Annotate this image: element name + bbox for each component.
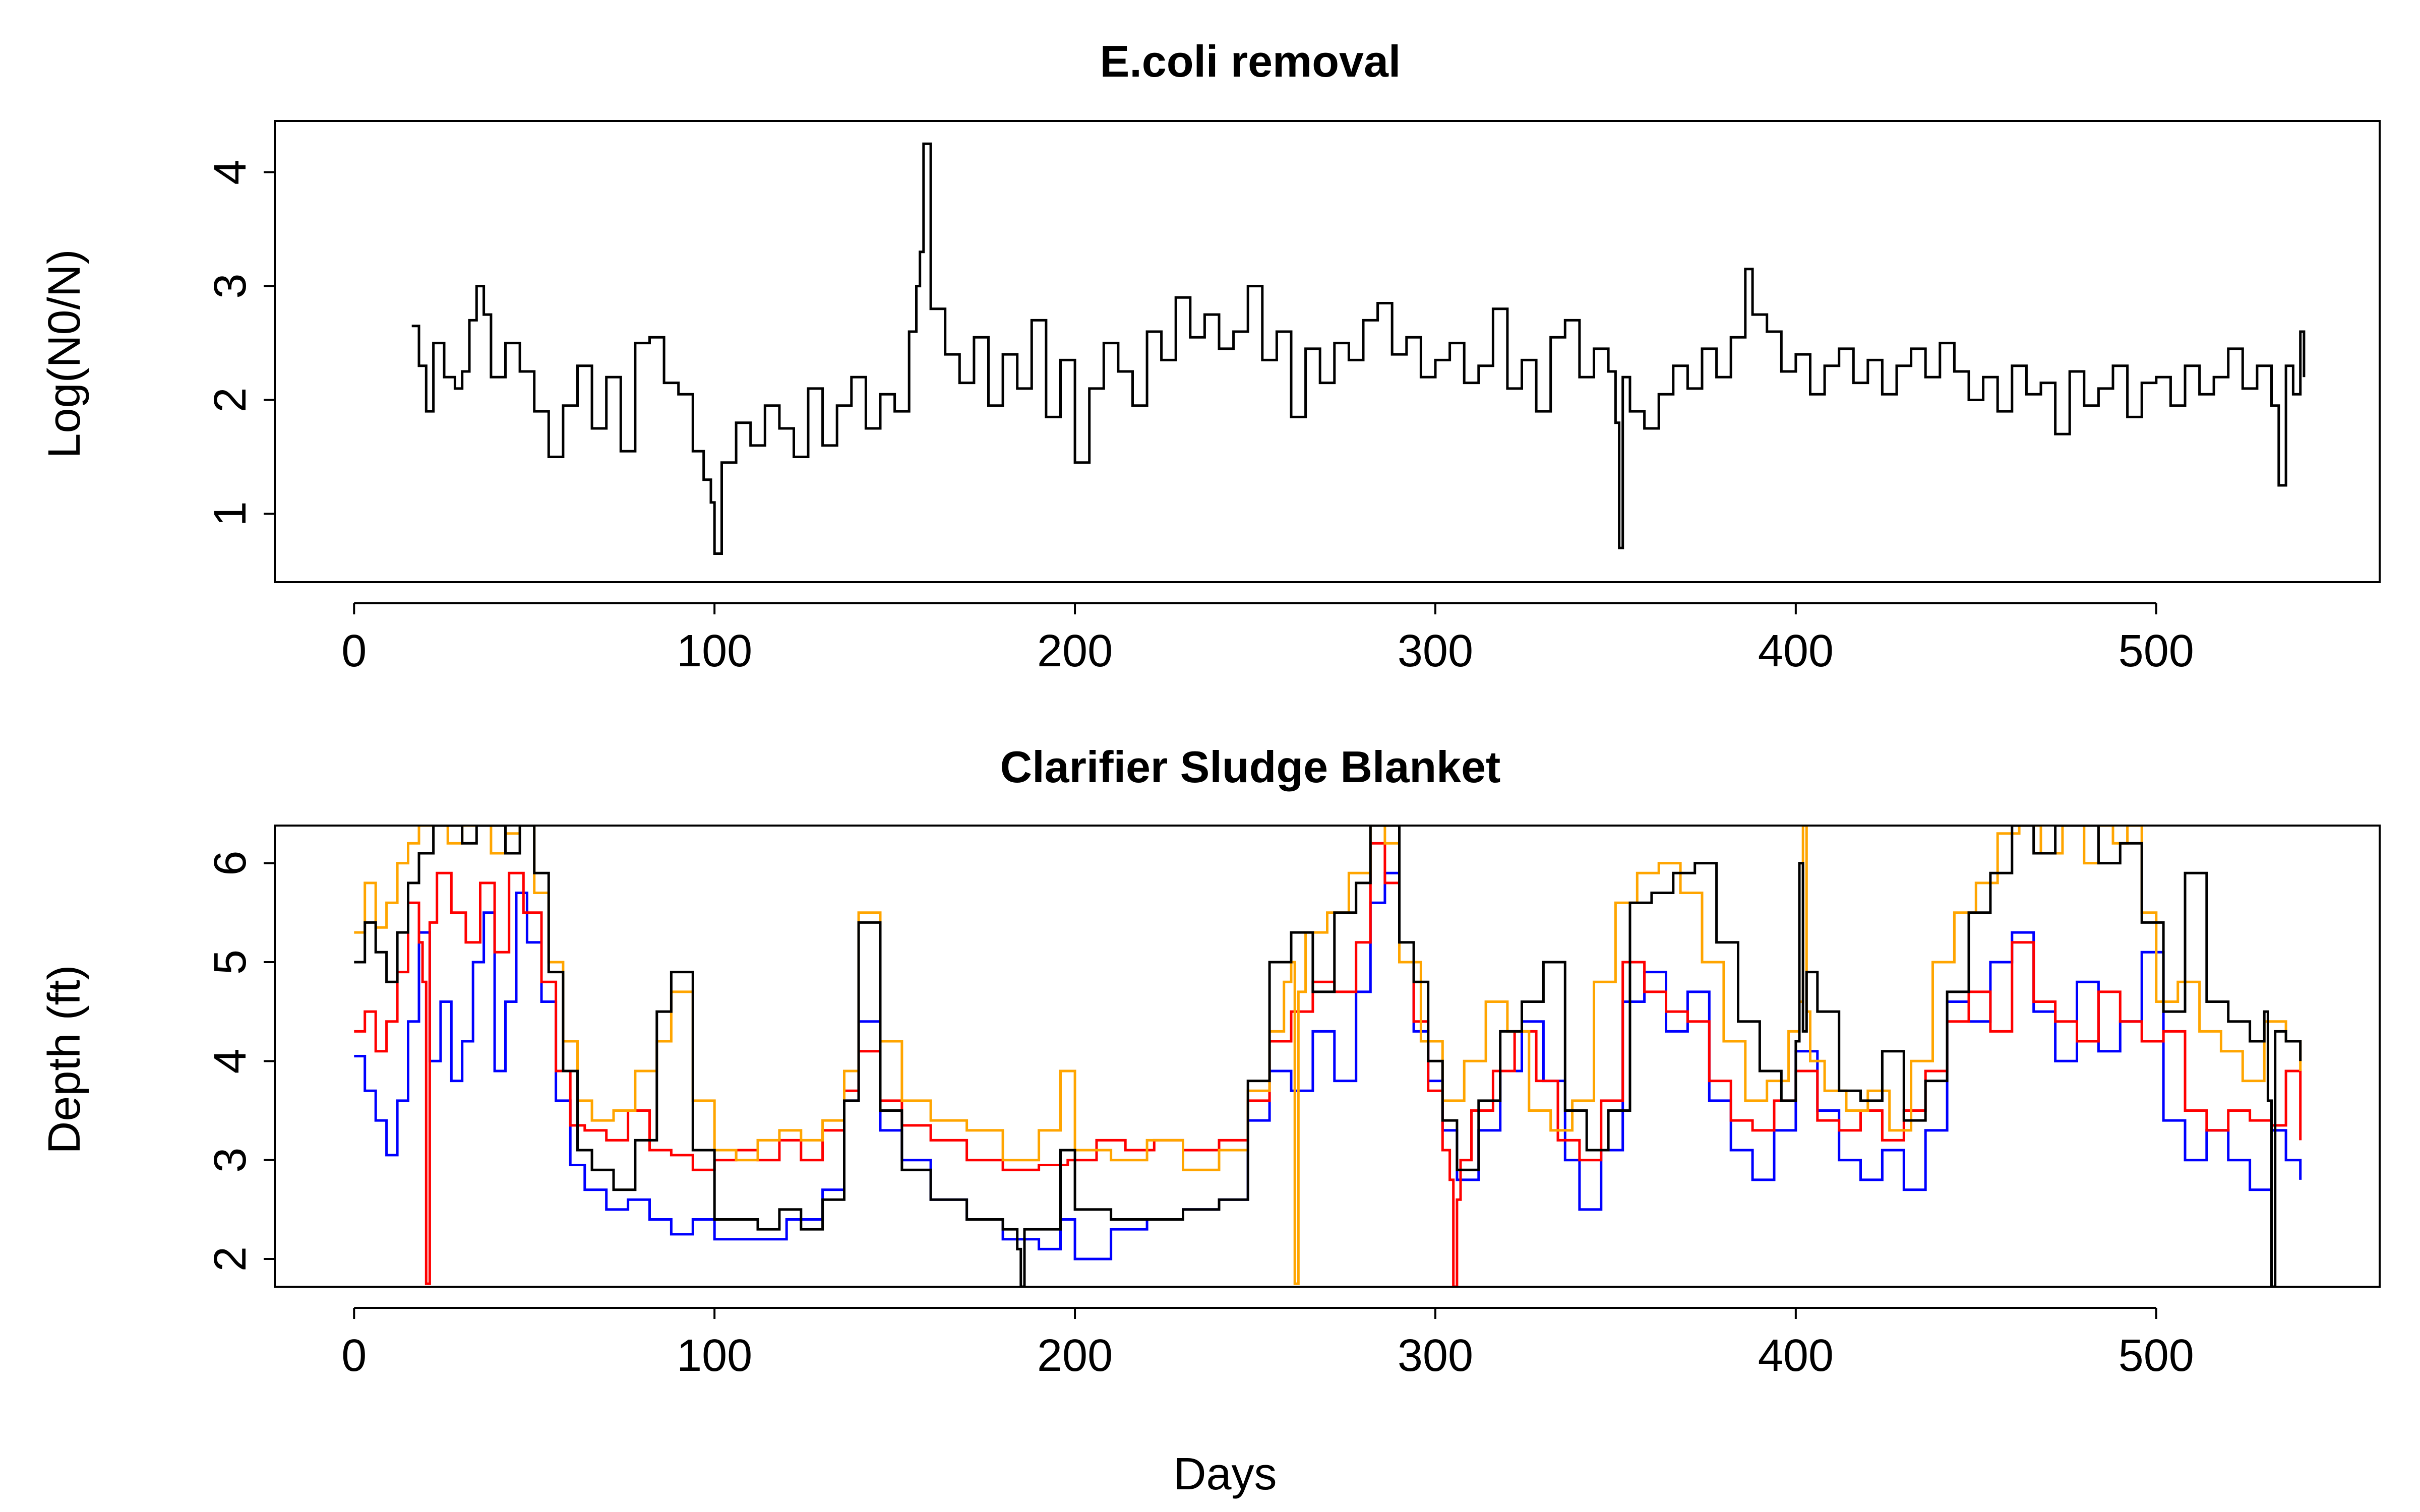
x-tick-label: 300 xyxy=(1398,626,1473,676)
series-group xyxy=(354,826,2302,1287)
axes-group: 0 100 200 300 400 500 2 3 4 5 6 xyxy=(205,851,2194,1381)
x-tick-label: 100 xyxy=(677,1331,752,1381)
x-tick-label: 0 xyxy=(341,1331,367,1381)
chart-title: Clarifier Sludge Blanket xyxy=(1000,742,1501,792)
series-group xyxy=(411,142,2306,555)
y-tick-label: 3 xyxy=(205,1148,256,1173)
y-tick-label: 1 xyxy=(205,501,256,526)
x-tick-label: 0 xyxy=(341,626,367,676)
series-line xyxy=(354,826,2302,1285)
chart-clarifier-sludge-blanket: Clarifier Sludge Blanket Depth (ft) Days… xyxy=(39,742,2381,1499)
x-tick-label: 100 xyxy=(677,626,752,676)
series-line xyxy=(354,842,2302,1287)
x-tick-label: 200 xyxy=(1037,1331,1113,1381)
x-tick-label: 500 xyxy=(2119,626,2194,676)
x-axis-label: Days xyxy=(1173,1449,1277,1499)
y-axis-label: Depth (ft) xyxy=(39,965,90,1154)
y-tick-label: 3 xyxy=(205,274,256,299)
plot-frame xyxy=(274,120,2381,583)
x-tick-label: 400 xyxy=(1758,1331,1834,1381)
x-tick-label: 300 xyxy=(1398,1331,1473,1381)
series-line xyxy=(354,826,2302,1287)
x-tick-label: 400 xyxy=(1758,626,1834,676)
chart-title: E.coli removal xyxy=(1100,36,1401,86)
x-tick-label: 200 xyxy=(1037,626,1113,676)
y-axis-label: Log(N0/N) xyxy=(39,249,90,458)
y-tick-label: 6 xyxy=(205,851,256,876)
plot-frame xyxy=(274,825,2381,1288)
series-line xyxy=(411,142,2306,555)
series-line xyxy=(354,871,2302,1261)
y-tick-label: 4 xyxy=(205,1048,256,1074)
y-tick-label: 4 xyxy=(205,160,256,185)
y-tick-label: 5 xyxy=(205,950,256,975)
x-tick-label: 500 xyxy=(2119,1331,2194,1381)
chart-ecoli-removal: E.coli removal Log(N0/N) 0 100 200 300 400 50… xyxy=(39,36,2381,676)
axes-group: 0 100 200 300 400 500 1 2 3 4 xyxy=(205,160,2194,676)
y-tick-label: 2 xyxy=(205,387,256,412)
y-tick-label: 2 xyxy=(205,1246,256,1272)
